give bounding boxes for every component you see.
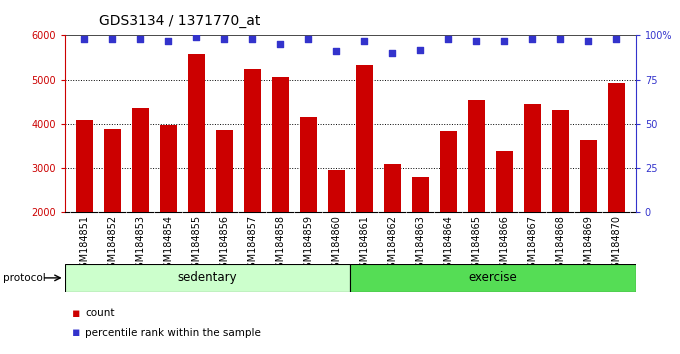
Bar [608,83,625,212]
Bar [580,140,596,212]
Text: GSM184856: GSM184856 [219,215,229,274]
Point [415,47,426,52]
Bar [496,152,513,212]
Point [191,34,202,40]
Text: GSM184863: GSM184863 [415,215,425,274]
Text: count: count [85,308,114,318]
Text: sedentary: sedentary [177,272,237,284]
Point [583,38,594,44]
Point [275,41,286,47]
Point [555,36,566,42]
Text: protocol: protocol [3,273,46,283]
Point [107,36,118,42]
Text: GSM184866: GSM184866 [499,215,509,274]
Text: ▪: ▪ [71,326,80,339]
Bar [300,117,317,212]
Bar [160,125,177,212]
Bar [216,130,233,212]
Text: GSM184861: GSM184861 [359,215,369,274]
Bar [524,104,541,212]
Bar [65,264,350,292]
Point [247,36,258,42]
Bar [244,69,260,212]
Bar [384,164,401,212]
Point [387,50,398,56]
Bar [350,264,636,292]
Point [527,36,538,42]
Text: percentile rank within the sample: percentile rank within the sample [85,328,261,338]
Bar [551,110,568,212]
Text: GSM184852: GSM184852 [107,215,117,274]
Bar [412,177,428,212]
Text: GSM184855: GSM184855 [191,215,201,274]
Text: exercise: exercise [469,272,517,284]
Text: ▪: ▪ [71,307,80,320]
Point [498,38,509,44]
Bar [104,129,120,212]
Text: GSM184854: GSM184854 [163,215,173,274]
Point [611,36,622,42]
Bar [328,170,345,212]
Text: GDS3134 / 1371770_at: GDS3134 / 1371770_at [99,14,260,28]
Text: GSM184868: GSM184868 [555,215,565,274]
Text: GSM184853: GSM184853 [135,215,146,274]
Text: GSM184858: GSM184858 [275,215,285,274]
Text: GSM184870: GSM184870 [611,215,622,274]
Point [330,48,341,54]
Point [79,36,90,42]
Bar [132,108,149,212]
Text: GSM184865: GSM184865 [471,215,481,274]
Bar [440,131,456,212]
Point [135,36,146,42]
Text: GSM184864: GSM184864 [443,215,453,274]
Bar [356,65,373,212]
Text: GSM184860: GSM184860 [331,215,341,274]
Point [163,38,173,44]
Bar [272,77,288,212]
Bar [188,54,205,212]
Point [359,38,370,44]
Text: GSM184857: GSM184857 [248,215,257,274]
Text: GSM184862: GSM184862 [387,215,397,274]
Point [443,36,454,42]
Bar [468,100,485,212]
Text: GSM184859: GSM184859 [303,215,313,274]
Point [471,38,481,44]
Text: GSM184869: GSM184869 [583,215,593,274]
Point [303,36,313,42]
Text: GSM184867: GSM184867 [527,215,537,274]
Text: GSM184851: GSM184851 [79,215,89,274]
Point [219,36,230,42]
Bar [75,120,92,212]
